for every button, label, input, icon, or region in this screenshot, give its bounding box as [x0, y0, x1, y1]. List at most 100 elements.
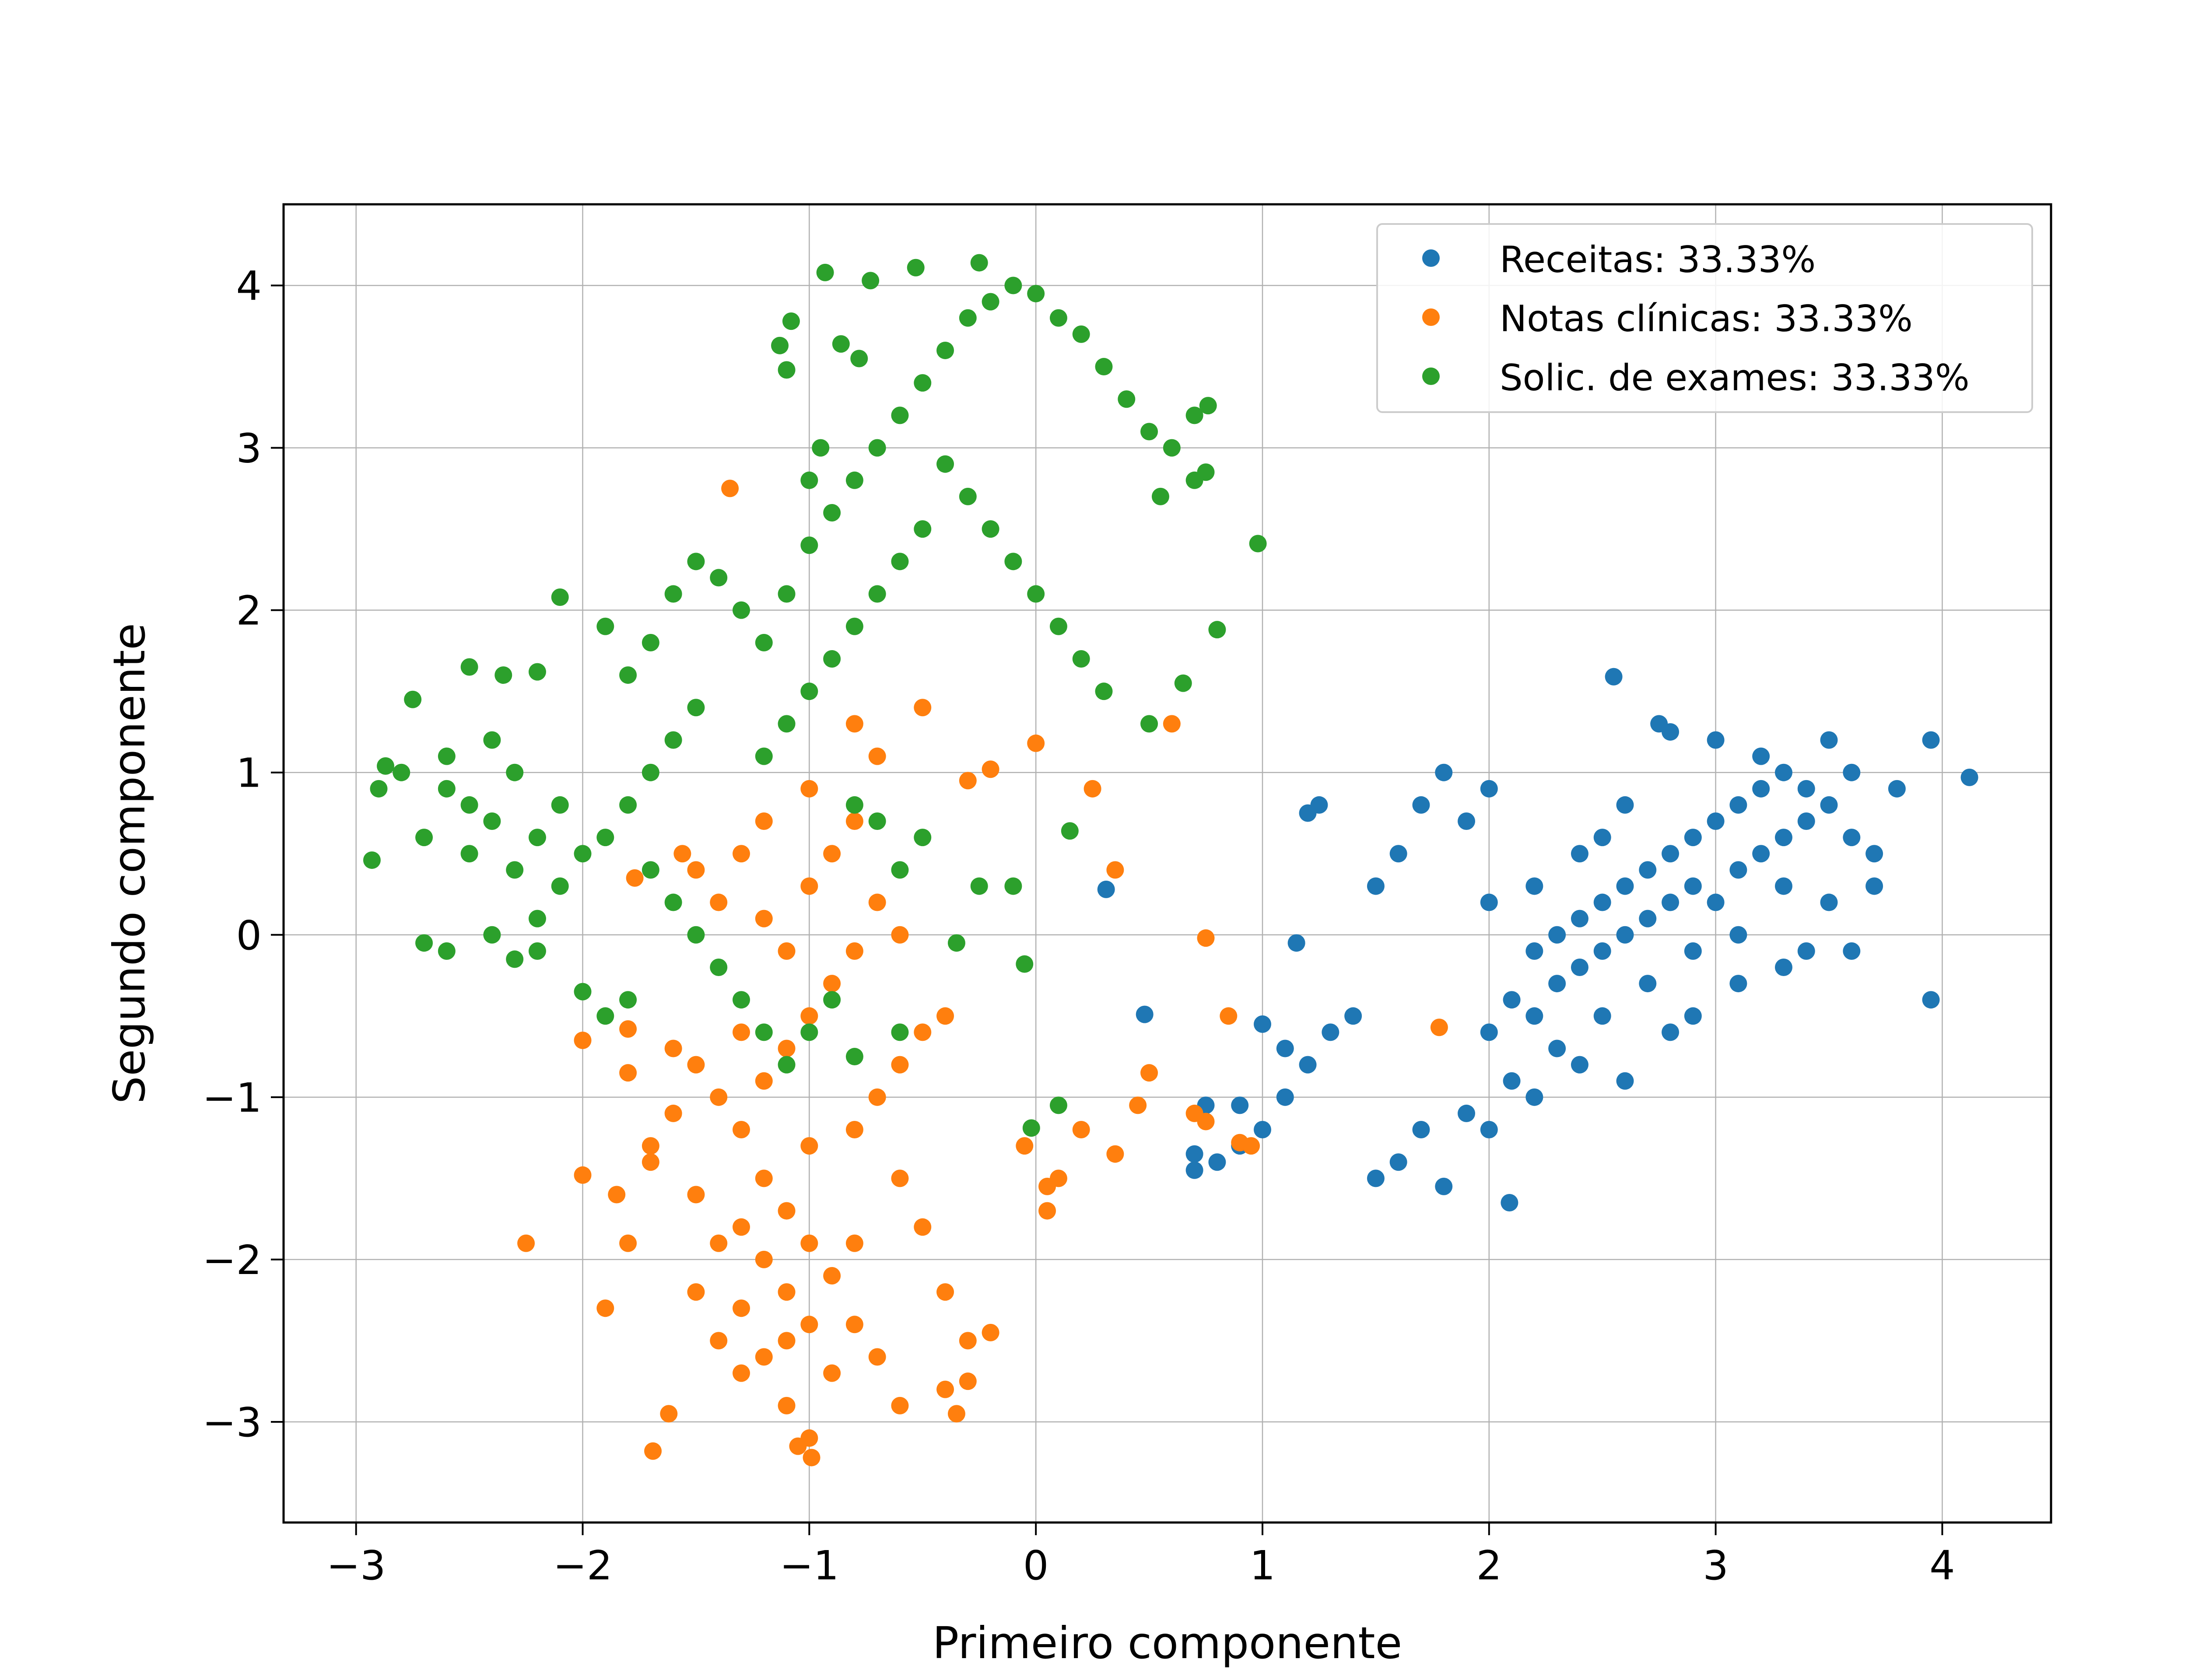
data-point-series-0 [1435, 763, 1453, 781]
data-point-series-1 [664, 1104, 682, 1122]
data-point-series-1 [1140, 1064, 1158, 1082]
data-point-series-2 [771, 336, 789, 354]
data-point-series-2 [778, 1056, 796, 1074]
data-point-series-1 [845, 1234, 863, 1252]
data-point-series-0 [1548, 975, 1566, 993]
data-point-series-1 [891, 1396, 909, 1414]
data-point-series-0 [1752, 845, 1770, 863]
data-point-series-0 [1435, 1177, 1453, 1195]
data-point-series-1 [673, 845, 691, 863]
data-point-series-2 [506, 763, 524, 781]
data-point-series-1 [823, 975, 841, 993]
data-point-series-2 [800, 471, 818, 489]
data-point-series-0 [1865, 877, 1883, 895]
data-point-series-2 [619, 796, 637, 814]
data-point-series-0 [1639, 861, 1657, 879]
data-point-series-0 [1820, 893, 1838, 911]
data-point-series-1 [1197, 929, 1215, 947]
y-tick-label: −2 [202, 1237, 262, 1284]
data-point-series-1 [644, 1442, 662, 1460]
data-point-series-2 [710, 569, 728, 587]
data-point-series-2 [438, 747, 456, 765]
data-point-series-1 [755, 1348, 773, 1366]
data-point-series-1 [1242, 1137, 1260, 1155]
data-point-series-2 [914, 520, 932, 538]
data-point-series-2 [438, 780, 456, 798]
data-point-series-2 [1072, 325, 1090, 343]
data-point-series-2 [800, 1023, 818, 1041]
data-point-series-0 [1344, 1007, 1362, 1025]
data-point-series-0 [1774, 958, 1792, 976]
data-point-series-0 [1922, 991, 1940, 1009]
data-point-series-2 [1049, 1096, 1067, 1114]
data-point-series-0 [1820, 796, 1838, 814]
data-point-series-1 [755, 1072, 773, 1090]
data-point-series-2 [970, 254, 988, 272]
data-point-series-2 [1016, 955, 1034, 973]
data-point-series-2 [438, 942, 456, 960]
data-point-series-0 [1525, 1088, 1543, 1106]
data-point-series-1 [755, 910, 773, 928]
data-point-series-2 [778, 585, 796, 603]
data-point-series-0 [1616, 877, 1634, 895]
data-point-series-0 [1480, 780, 1498, 798]
data-point-series-1 [755, 1169, 773, 1187]
legend-box [1376, 223, 2033, 413]
data-point-series-1 [803, 1449, 820, 1466]
data-point-series-0 [1525, 1007, 1543, 1025]
data-point-series-2 [528, 910, 546, 928]
data-point-series-2 [393, 763, 410, 781]
data-point-series-1 [732, 1364, 750, 1382]
data-point-series-1 [778, 1396, 796, 1414]
data-point-series-2 [959, 487, 977, 505]
data-point-series-1 [823, 1364, 841, 1382]
x-tick-label: 3 [1703, 1542, 1729, 1589]
data-point-series-1 [914, 1023, 932, 1041]
data-point-series-0 [1097, 880, 1115, 898]
data-point-series-1 [845, 1316, 863, 1334]
data-point-series-1 [800, 1234, 818, 1252]
data-point-series-2 [1140, 715, 1158, 733]
data-point-series-0 [1707, 893, 1725, 911]
data-point-series-1 [845, 812, 863, 830]
data-point-series-0 [1593, 942, 1611, 960]
data-point-series-2 [596, 829, 614, 847]
data-point-series-0 [1843, 763, 1861, 781]
data-point-series-1 [664, 1040, 682, 1057]
data-point-series-0 [1662, 723, 1680, 741]
data-point-series-2 [363, 851, 381, 869]
data-point-series-0 [1639, 910, 1657, 928]
data-point-series-2 [868, 812, 886, 830]
data-point-series-0 [1774, 829, 1792, 847]
data-point-series-2 [936, 455, 954, 473]
data-point-series-2 [936, 341, 954, 359]
data-point-series-2 [687, 926, 705, 944]
data-point-series-2 [1004, 276, 1022, 294]
data-point-series-1 [1430, 1018, 1448, 1036]
data-point-series-1 [947, 1405, 965, 1423]
data-point-series-0 [1276, 1040, 1294, 1057]
y-tick-label: 2 [236, 588, 262, 634]
legend-label: Receitas: 33.33% [1500, 238, 1816, 281]
data-point-series-0 [1616, 926, 1634, 944]
data-point-series-0 [1616, 796, 1634, 814]
data-point-series-1 [800, 1137, 818, 1155]
data-point-series-2 [574, 845, 592, 863]
data-point-series-2 [982, 293, 999, 311]
data-point-series-2 [823, 991, 841, 1009]
data-point-series-0 [1684, 877, 1702, 895]
data-point-series-2 [1199, 397, 1217, 415]
data-point-series-2 [619, 666, 637, 684]
data-point-series-0 [1480, 893, 1498, 911]
data-point-series-2 [596, 617, 614, 635]
data-point-series-2 [778, 715, 796, 733]
data-point-series-2 [642, 634, 659, 651]
data-point-series-1 [732, 1121, 750, 1139]
data-point-series-0 [1662, 1023, 1680, 1041]
data-point-series-1 [845, 715, 863, 733]
data-point-series-2 [1027, 585, 1045, 603]
data-point-series-2 [914, 374, 932, 392]
data-point-series-0 [1605, 668, 1623, 686]
data-point-series-1 [778, 1283, 796, 1301]
